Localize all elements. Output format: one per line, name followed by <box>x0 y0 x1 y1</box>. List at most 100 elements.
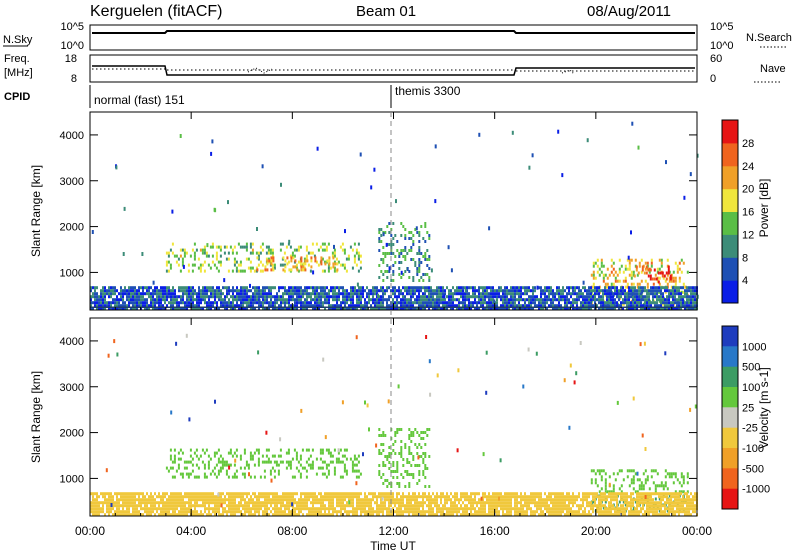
data-cell <box>528 289 530 293</box>
data-cell <box>684 289 686 293</box>
data-cell <box>452 298 454 302</box>
scatter-cell <box>641 289 644 294</box>
data-cell <box>273 460 276 464</box>
data-cell <box>484 298 486 302</box>
data-cell <box>382 507 384 511</box>
data-cell <box>536 295 538 299</box>
data-cell <box>330 492 332 496</box>
data-cell <box>292 286 294 290</box>
data-cell <box>590 481 593 485</box>
data-cell <box>686 286 688 290</box>
data-cell <box>226 301 228 305</box>
data-cell <box>568 289 570 293</box>
data-cell <box>254 513 256 517</box>
data-cell <box>560 289 562 293</box>
data-cell <box>594 276 597 280</box>
data-cell <box>388 498 390 502</box>
data-cell <box>450 507 452 511</box>
data-cell <box>620 469 623 473</box>
data-cell <box>482 286 484 290</box>
data-cell <box>638 487 641 491</box>
data-cell <box>261 269 264 273</box>
data-cell <box>352 295 354 299</box>
data-cell <box>322 286 324 290</box>
data-cell <box>378 464 381 467</box>
data-cell <box>470 495 472 499</box>
data-cell <box>402 498 404 502</box>
data-cell <box>430 301 432 305</box>
data-cell <box>230 307 232 311</box>
data-cell <box>494 501 496 505</box>
data-cell <box>564 298 566 302</box>
data-cell <box>172 510 174 514</box>
data-cell <box>174 301 176 305</box>
data-cell <box>474 295 476 299</box>
data-cell <box>544 295 546 299</box>
data-cell <box>114 286 116 290</box>
data-cell <box>340 292 342 296</box>
data-cell <box>404 304 406 308</box>
data-cell <box>550 304 552 308</box>
data-cell <box>480 301 482 305</box>
data-cell <box>128 292 130 296</box>
data-cell <box>398 255 401 258</box>
data-cell <box>506 495 508 499</box>
data-cell <box>174 498 176 502</box>
data-cell <box>234 507 236 511</box>
data-cell <box>206 501 208 505</box>
data-cell <box>420 495 422 499</box>
data-cell <box>332 307 334 311</box>
data-cell <box>350 307 352 311</box>
data-cell <box>174 292 176 296</box>
data-cell <box>184 292 186 296</box>
data-cell <box>458 501 460 505</box>
data-cell <box>628 258 631 262</box>
data-cell <box>534 298 536 302</box>
data-cell <box>632 506 635 510</box>
data-cell <box>248 507 250 511</box>
data-cell <box>156 295 158 299</box>
data-cell <box>518 507 520 511</box>
data-cell <box>536 495 538 499</box>
data-cell <box>218 295 220 299</box>
data-cell <box>305 254 308 258</box>
data-cell <box>94 304 96 308</box>
data-cell <box>610 307 612 311</box>
data-cell <box>440 298 442 302</box>
data-cell <box>288 286 290 290</box>
data-cell <box>259 475 262 479</box>
data-cell <box>378 510 380 514</box>
data-cell <box>232 513 234 517</box>
data-cell <box>664 304 666 308</box>
data-cell <box>226 295 228 299</box>
data-cell <box>271 466 274 470</box>
data-cell <box>270 510 272 514</box>
data-cell <box>216 304 218 308</box>
data-cell <box>217 472 220 476</box>
data-cell <box>362 501 364 505</box>
data-cell <box>328 304 330 308</box>
data-cell <box>678 304 680 308</box>
data-cell <box>214 298 216 302</box>
data-cell <box>374 301 376 305</box>
data-cell <box>300 498 302 502</box>
data-cell <box>136 295 138 299</box>
data-cell <box>640 295 642 299</box>
data-cell <box>544 301 546 305</box>
data-cell <box>240 498 242 502</box>
data-cell <box>610 298 612 302</box>
data-cell <box>114 298 116 302</box>
data-cell <box>474 510 476 514</box>
data-cell <box>362 504 364 508</box>
data-cell <box>598 490 601 494</box>
data-cell <box>134 307 136 311</box>
data-cell <box>538 492 540 496</box>
data-cell <box>512 304 514 308</box>
data-cell <box>264 301 266 305</box>
data-cell <box>333 466 336 470</box>
data-cell <box>228 298 230 302</box>
data-cell <box>454 292 456 296</box>
data-cell <box>181 472 184 476</box>
data-cell <box>322 513 324 517</box>
data-cell <box>612 487 615 491</box>
